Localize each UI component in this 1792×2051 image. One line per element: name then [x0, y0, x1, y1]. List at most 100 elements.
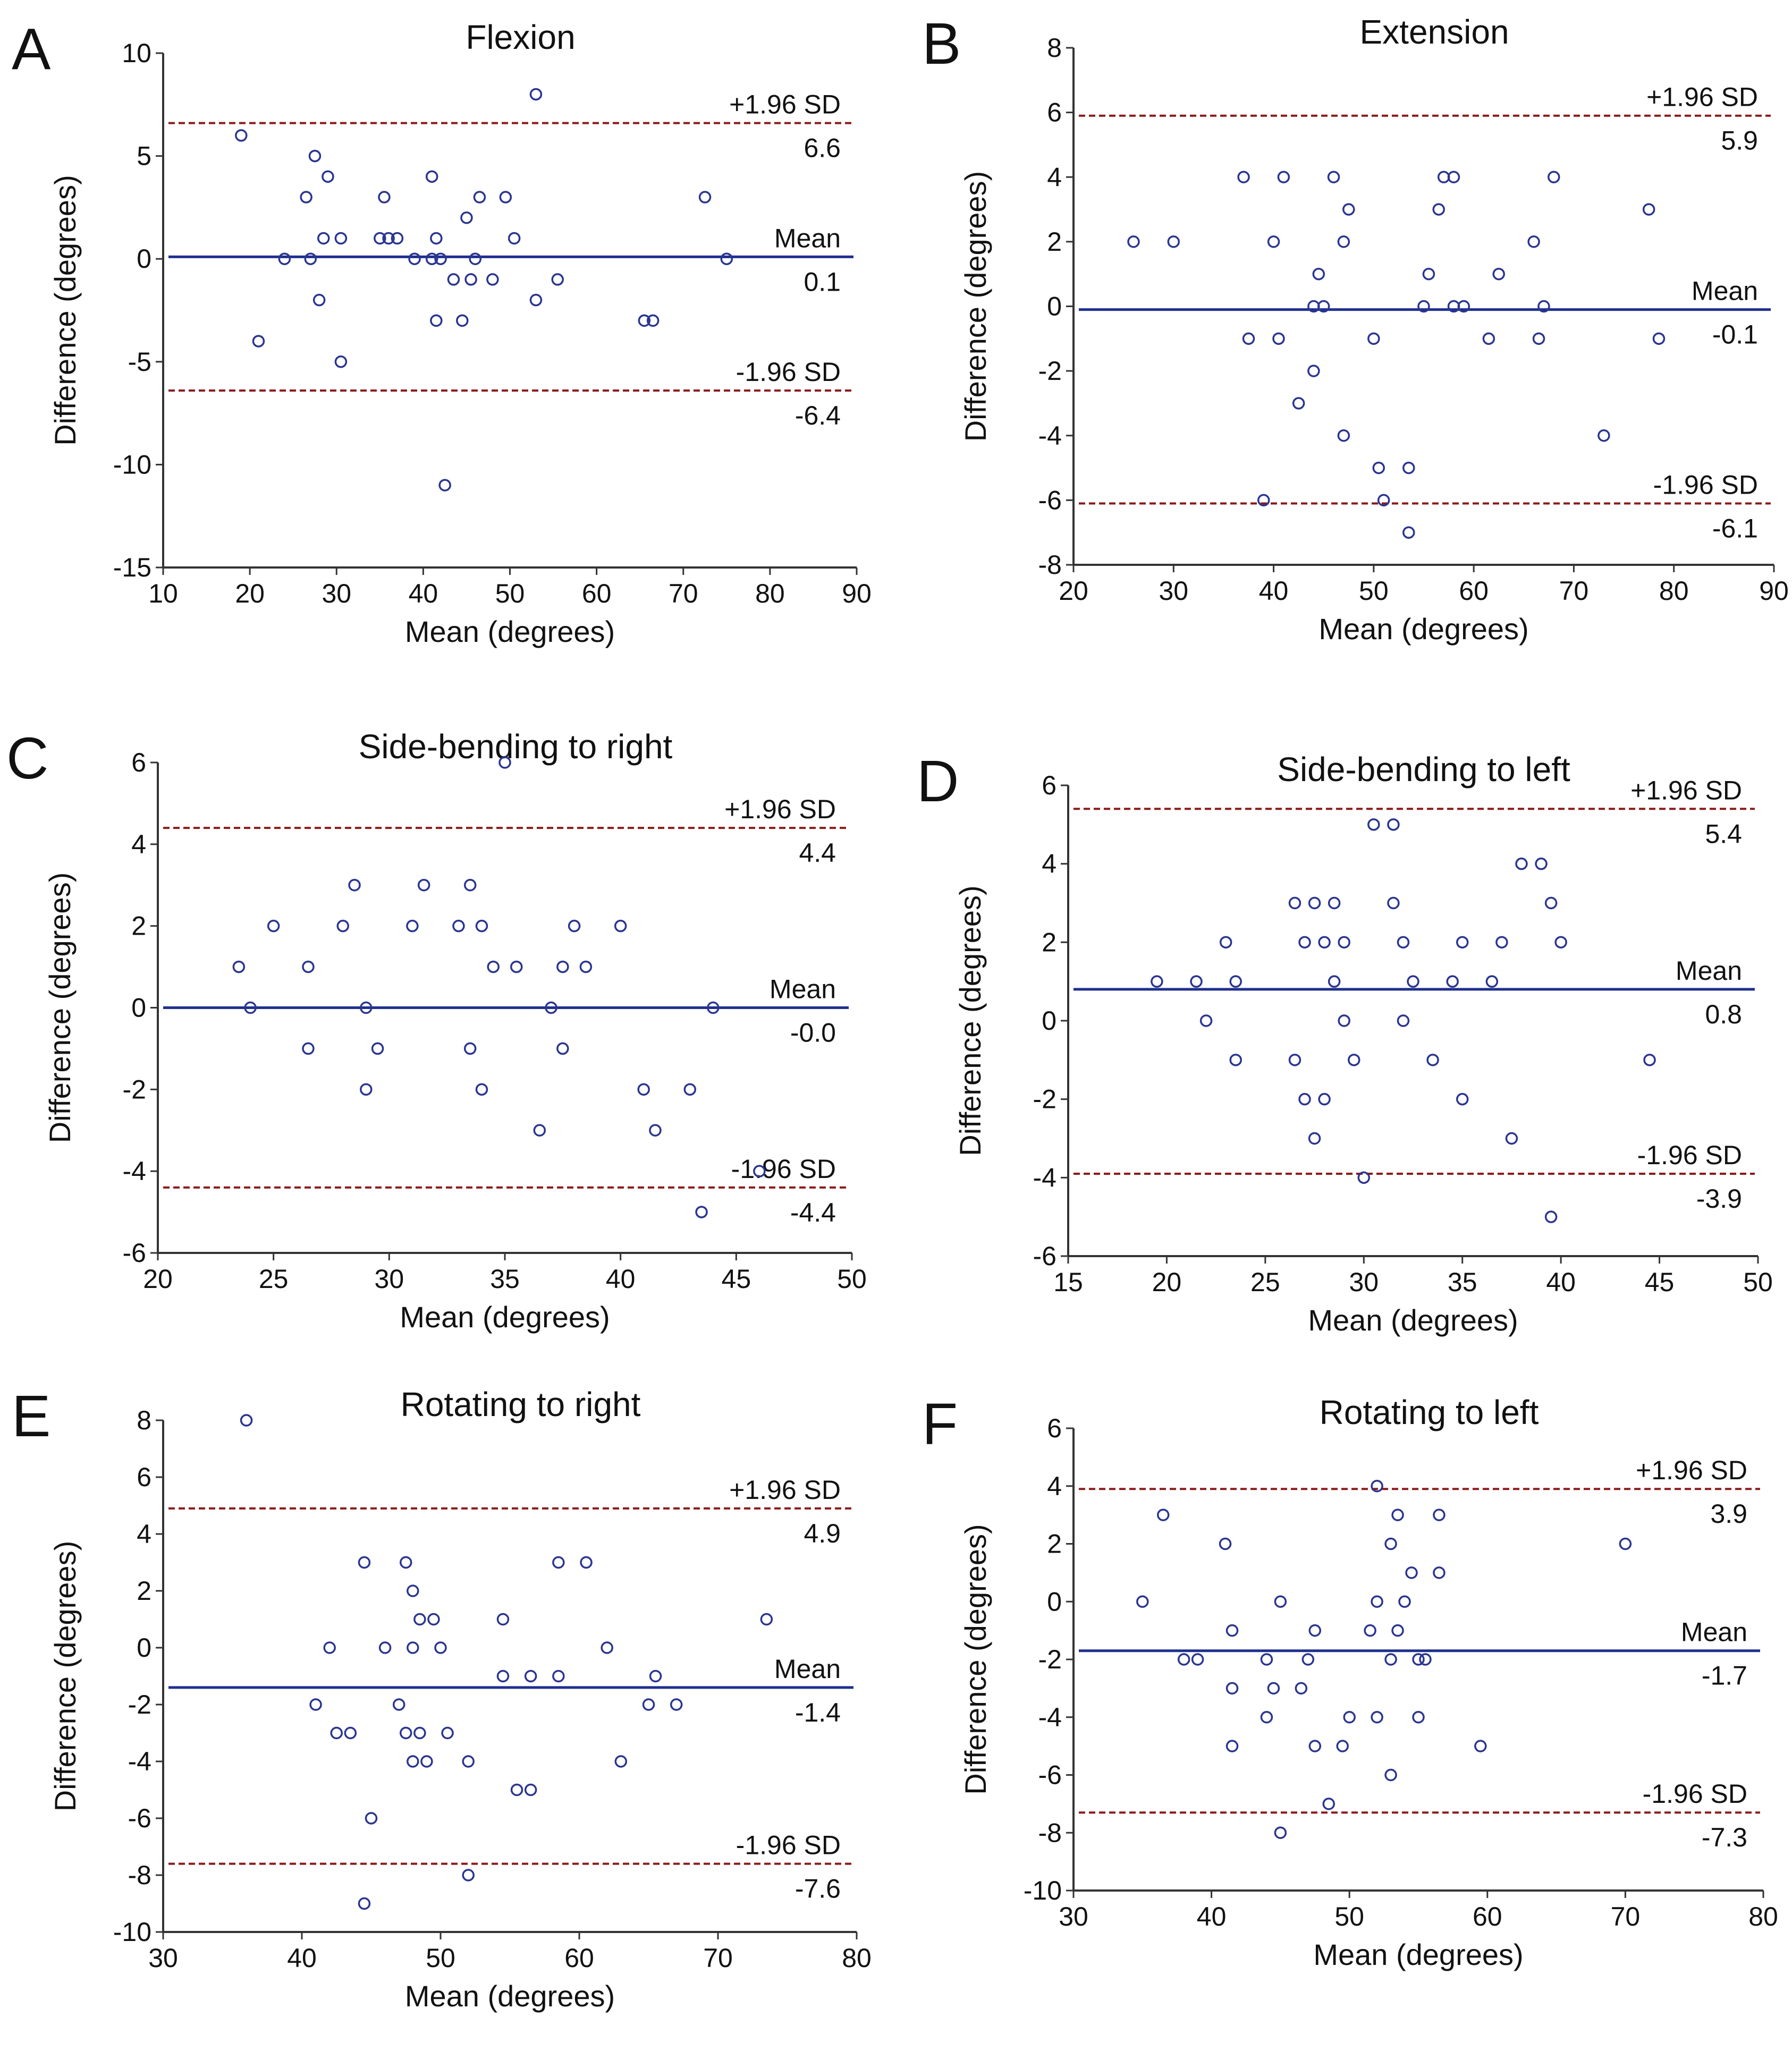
chart-a-panel-letter: A [12, 16, 51, 82]
chart-b-x-tick-label: 50 [1359, 576, 1389, 606]
chart-d-y-tick-label: -6 [1033, 1241, 1056, 1271]
chart-e-data-point [427, 1613, 440, 1626]
chart-d-data-point [1495, 936, 1508, 949]
chart-f-data-point [1412, 1711, 1425, 1724]
chart-e-lower-label: -1.96 SD [736, 1830, 841, 1860]
chart-e-data-point [400, 1556, 412, 1569]
chart-b-data-point [1417, 300, 1430, 313]
chart-f-data-point [1391, 1508, 1404, 1521]
chart-f-data-point [1322, 1798, 1335, 1810]
chart-f-x-tick-label: 30 [1059, 1902, 1088, 1931]
chart-c-x-tick-label: 40 [606, 1264, 636, 1294]
chart-e-x-tick-label: 30 [148, 1943, 178, 1973]
chart-d-lower-label: -1.96 SD [1637, 1140, 1742, 1170]
chart-a-data-point [646, 314, 660, 327]
chart-e-data-point [462, 1869, 475, 1882]
chart-f-data-point [1343, 1711, 1356, 1724]
chart-a-data-point [235, 129, 248, 142]
chart-c-data-point [579, 960, 593, 973]
chart-c-data-point [475, 1083, 488, 1096]
chart-f-lower-value: -7.3 [1702, 1823, 1747, 1852]
chart-f-y-tick-label: 6 [1047, 1413, 1062, 1443]
chart-c-data-point [348, 879, 361, 892]
chart-f-data-point [1433, 1508, 1446, 1521]
chart-d-x-tick-label: 15 [1053, 1267, 1083, 1297]
chart-b-lower-label: -1.96 SD [1653, 470, 1758, 499]
chart-f-data-point [1308, 1740, 1322, 1752]
chart-f-upper-label: +1.96 SD [1636, 1455, 1747, 1485]
chart-b-x-tick-label: 70 [1559, 576, 1589, 606]
chart-d-y-tick-label: 0 [1042, 1006, 1056, 1036]
chart-a-x-tick-label: 90 [842, 579, 872, 608]
chart-b-upper-value: 5.9 [1721, 126, 1758, 156]
chart-b-data-point [1272, 332, 1285, 345]
chart-f-data-point [1260, 1711, 1273, 1724]
chart-c-data-point [614, 919, 627, 933]
chart-a-data-point [374, 232, 386, 245]
chart-f-y-tick-label: 2 [1047, 1529, 1062, 1559]
chart-e-data-point [420, 1755, 433, 1768]
chart-b-data-point [1337, 235, 1350, 248]
chart-e-data-point [441, 1726, 454, 1740]
chart-d-data-point [1318, 1092, 1331, 1106]
chart-b-data-point [1167, 235, 1180, 248]
chart-a-data-point [473, 191, 486, 204]
chart-f-y-tick-label: -4 [1038, 1702, 1062, 1732]
chart-b-data-point [1492, 267, 1505, 281]
chart-a-data-point [508, 232, 521, 245]
chart-a-data-point [430, 314, 443, 327]
chart-b-data-point [1267, 235, 1280, 248]
chart-e-data-point [392, 1698, 405, 1711]
chart-d-data-point [1318, 936, 1331, 949]
chart-d-data-point [1643, 1054, 1656, 1066]
chart-e-x-tick-label: 60 [564, 1943, 594, 1973]
chart-f-lower-label: -1.96 SD [1643, 1779, 1747, 1809]
chart-a-data-point [382, 232, 395, 245]
chart-e-data-point [407, 1755, 419, 1768]
chart-a-x-tick-label: 10 [148, 579, 178, 608]
chart-e-data-point [330, 1726, 343, 1740]
chart-d-y-tick-label: 2 [1042, 927, 1056, 957]
chart-b-data-point [1402, 526, 1415, 539]
chart-f-data-point [1219, 1537, 1232, 1550]
chart-c-data-point [556, 960, 569, 973]
chart-f-data-point [1364, 1624, 1376, 1637]
chart-a-data-point [322, 170, 334, 183]
chart-c-data-point [360, 1001, 373, 1014]
chart-a-y-tick-label: 10 [122, 38, 151, 68]
chart-c-data-point [510, 960, 523, 973]
chart-a-data-point [391, 232, 404, 245]
chart-f-data-point [1274, 1826, 1287, 1839]
chart-d-data-point [1229, 1054, 1242, 1066]
chart-e-data-point [496, 1613, 510, 1626]
chart-f-x-tick-label: 40 [1197, 1902, 1227, 1931]
chart-a-y-tick-label: 0 [137, 244, 151, 274]
chart-d-data-point [1485, 975, 1499, 988]
chart-f-data-point [1156, 1508, 1170, 1521]
chart-d-x-tick-label: 20 [1152, 1267, 1182, 1297]
chart-d-x-tick-label: 40 [1546, 1267, 1576, 1297]
chart-f: -10 -8 -6 -4 -2 0 2 4 6 30 40 50 60 70 80 Mean (degrees… [922, 1392, 1778, 1971]
chart-a-data-point [529, 293, 543, 307]
chart-f-data-point [1274, 1595, 1287, 1608]
chart-b-y-tick-label: -8 [1038, 550, 1062, 580]
chart-b-data-point [1532, 332, 1545, 345]
chart-d-data-point [1544, 896, 1558, 910]
chart-b-data-point [1432, 203, 1445, 216]
chart-c-title: Side-bending to right [359, 727, 673, 766]
chart-a-data-point [529, 88, 543, 101]
chart-f-title: Rotating to left [1320, 1393, 1539, 1431]
chart-d-data-point [1515, 857, 1528, 870]
chart-c-data-point [475, 919, 488, 933]
chart-b-data-point [1377, 494, 1390, 507]
chart-e-data-point [378, 1641, 392, 1654]
chart-f-data-point [1474, 1740, 1487, 1752]
chart-d-data-point [1298, 936, 1311, 949]
chart-e-data-point [400, 1726, 412, 1740]
chart-a-data-point [334, 232, 348, 245]
chart-c-y-axis-label: Difference (degrees) [43, 872, 77, 1143]
chart-b-data-point [1447, 171, 1460, 183]
chart-f-data-point [1225, 1624, 1239, 1637]
chart-b-data-point [1277, 171, 1290, 183]
chart-c-upper-label: +1.96 SD [724, 794, 836, 824]
